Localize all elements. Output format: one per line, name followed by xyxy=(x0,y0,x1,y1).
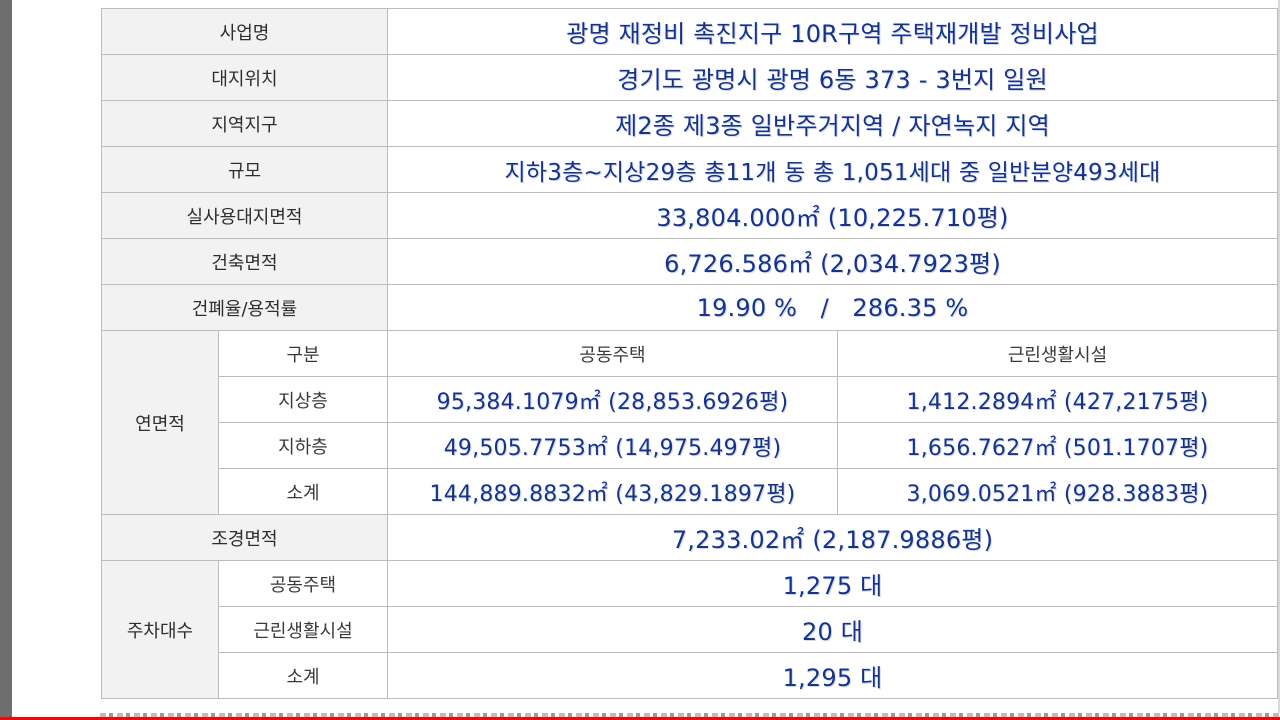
table-row-building-area: 건축면적 6,726.586㎡ (2,034.7923평) xyxy=(101,238,1278,285)
cropped-text-strip xyxy=(100,713,1280,717)
left-edge-bar xyxy=(0,0,12,720)
floor-area-subtotal-label: 소계 xyxy=(218,468,388,515)
scale-label: 규모 xyxy=(101,146,388,193)
floor-area-retail-header: 근린생활시설 xyxy=(837,330,1278,377)
floor-area-category-header: 구분 xyxy=(218,330,388,377)
building-area-label: 건축면적 xyxy=(101,238,388,285)
table-row-floor-area-above: 지상층 95,384.1079㎡ (28,853.6926평) 1,412.28… xyxy=(102,376,1278,423)
project-overview-table: 사업명 광명 재정비 촉진지구 10R구역 주택재개발 정비사업 대지위치 경기… xyxy=(101,8,1278,699)
floor-area-below-apartment: 49,505.7753㎡ (14,975.497평) xyxy=(387,422,838,469)
table-row-parking-apartment: 주차대수 공동주택 1,275 대 xyxy=(101,560,1278,699)
table-row-scale: 규모 지하3층~지상29층 총11개 동 총 1,051세대 중 일반분양493… xyxy=(101,146,1278,193)
building-area-value: 6,726.586㎡ (2,034.7923평) xyxy=(387,238,1278,285)
site-area-label: 실사용대지면적 xyxy=(101,192,388,239)
coverage-ratio-value: 19.90 % / 286.35 % xyxy=(387,284,1278,331)
floor-area-apartment-header: 공동주택 xyxy=(387,330,838,377)
floor-area-label: 연면적 xyxy=(101,330,219,515)
left-edge-gap xyxy=(12,0,15,720)
floor-area-below-retail: 1,656.7627㎡ (501.1707평) xyxy=(837,422,1278,469)
table-row-parking-subtotal: 소계 1,295 대 xyxy=(102,652,1278,699)
table-row-site-location: 대지위치 경기도 광명시 광명 6동 373 - 3번지 일원 xyxy=(101,54,1278,101)
parking-label: 주차대수 xyxy=(101,560,219,699)
parking-subtotal-value: 1,295 대 xyxy=(387,652,1278,699)
bottom-red-line xyxy=(0,717,1280,720)
table-row-coverage-ratio: 건폐율/용적률 19.90 % / 286.35 % xyxy=(101,284,1278,331)
table-row-floor-area-below: 지하층 49,505.7753㎡ (14,975.497평) 1,656.762… xyxy=(102,422,1278,469)
zoning-label: 지역지구 xyxy=(101,100,388,147)
table-row-landscape-area: 조경면적 7,233.02㎡ (2,187.9886평) xyxy=(101,514,1278,561)
scale-value: 지하3층~지상29층 총11개 동 총 1,051세대 중 일반분양493세대 xyxy=(387,146,1278,193)
landscape-area-label: 조경면적 xyxy=(101,514,388,561)
floor-area-above-apartment: 95,384.1079㎡ (28,853.6926평) xyxy=(387,376,838,423)
project-name-label: 사업명 xyxy=(101,8,388,55)
floor-area-above-label: 지상층 xyxy=(218,376,388,423)
floor-area-subtotal-retail: 3,069.0521㎡ (928.3883평) xyxy=(837,468,1278,515)
table-row-zoning: 지역지구 제2종 제3종 일반주거지역 / 자연녹지 지역 xyxy=(101,100,1278,147)
table-row-floor-area-subtotal: 소계 144,889.8832㎡ (43,829.1897평) 3,069.05… xyxy=(102,468,1278,515)
floor-area-subtotal-apartment: 144,889.8832㎡ (43,829.1897평) xyxy=(387,468,838,515)
site-location-value: 경기도 광명시 광명 6동 373 - 3번지 일원 xyxy=(387,54,1278,101)
landscape-area-value: 7,233.02㎡ (2,187.9886평) xyxy=(387,514,1278,561)
parking-subtotal-label: 소계 xyxy=(218,652,388,699)
parking-apartment-value: 1,275 대 xyxy=(387,560,1278,607)
site-area-value: 33,804.000㎡ (10,225.710평) xyxy=(387,192,1278,239)
parking-retail-value: 20 대 xyxy=(387,606,1278,653)
table-row-floor-area-header: 연면적 구분 공동주택 근린생활시설 xyxy=(101,330,1278,515)
table-row-site-area: 실사용대지면적 33,804.000㎡ (10,225.710평) xyxy=(101,192,1278,239)
project-name-value: 광명 재정비 촉진지구 10R구역 주택재개발 정비사업 xyxy=(387,8,1278,55)
coverage-ratio-label: 건폐율/용적률 xyxy=(101,284,388,331)
parking-apartment-label: 공동주택 xyxy=(218,560,388,607)
parking-retail-label: 근린생활시설 xyxy=(218,606,388,653)
floor-area-above-retail: 1,412.2894㎡ (427,2175평) xyxy=(837,376,1278,423)
floor-area-below-label: 지하층 xyxy=(218,422,388,469)
zoning-value: 제2종 제3종 일반주거지역 / 자연녹지 지역 xyxy=(387,100,1278,147)
table-row-project-name: 사업명 광명 재정비 촉진지구 10R구역 주택재개발 정비사업 xyxy=(101,8,1278,55)
right-edge-line xyxy=(1278,0,1280,720)
table-row-parking-retail: 근린생활시설 20 대 xyxy=(102,606,1278,653)
site-location-label: 대지위치 xyxy=(101,54,388,101)
